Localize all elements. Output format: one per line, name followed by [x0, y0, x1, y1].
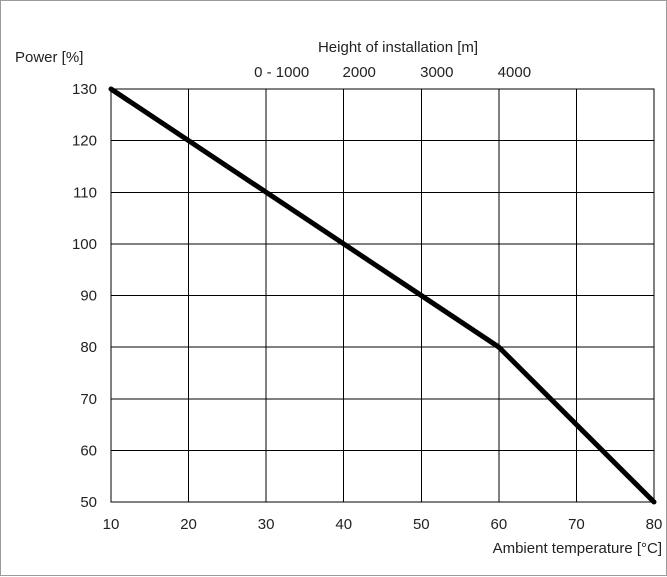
x-tick-label: 60	[491, 516, 508, 533]
series-layer	[108, 86, 657, 505]
y-tick-label: 100	[72, 236, 97, 253]
power-derating-line	[108, 86, 657, 505]
secondary-axis-label: Height of installation [m]	[318, 39, 478, 56]
y-tick-label: 130	[72, 81, 97, 98]
secondary-tick-label: 0 - 1000	[254, 64, 309, 81]
x-axis-label: Ambient temperature [°C]	[493, 540, 662, 557]
x-tick-label: 70	[568, 516, 585, 533]
y-tick-label: 120	[72, 133, 97, 150]
y-tick-label: 110	[73, 184, 97, 201]
plot-frame	[110, 88, 655, 503]
secondary-tick-label: 4000	[498, 64, 531, 81]
x-tick-label: 10	[103, 516, 120, 533]
y-tick-label: 70	[80, 391, 97, 408]
tick-layer: 10 20 30 40 50 60 70 80 50 60 70 80 90 100 110 120 130 0 …	[72, 64, 662, 533]
x-tick-label: 30	[258, 516, 275, 533]
y-tick-label: 50	[80, 494, 97, 511]
secondary-tick-label: 2000	[343, 64, 376, 81]
grid-layer	[110, 88, 655, 503]
y-tick-label: 80	[80, 339, 97, 356]
x-tick-label: 50	[413, 516, 430, 533]
y-tick-label: 90	[80, 288, 97, 305]
x-tick-label: 80	[646, 516, 663, 533]
secondary-tick-label: 3000	[420, 64, 453, 81]
y-axis-label: Power [%]	[15, 49, 83, 66]
y-tick-label: 60	[80, 442, 97, 459]
x-tick-label: 20	[180, 516, 197, 533]
x-tick-label: 40	[335, 516, 352, 533]
